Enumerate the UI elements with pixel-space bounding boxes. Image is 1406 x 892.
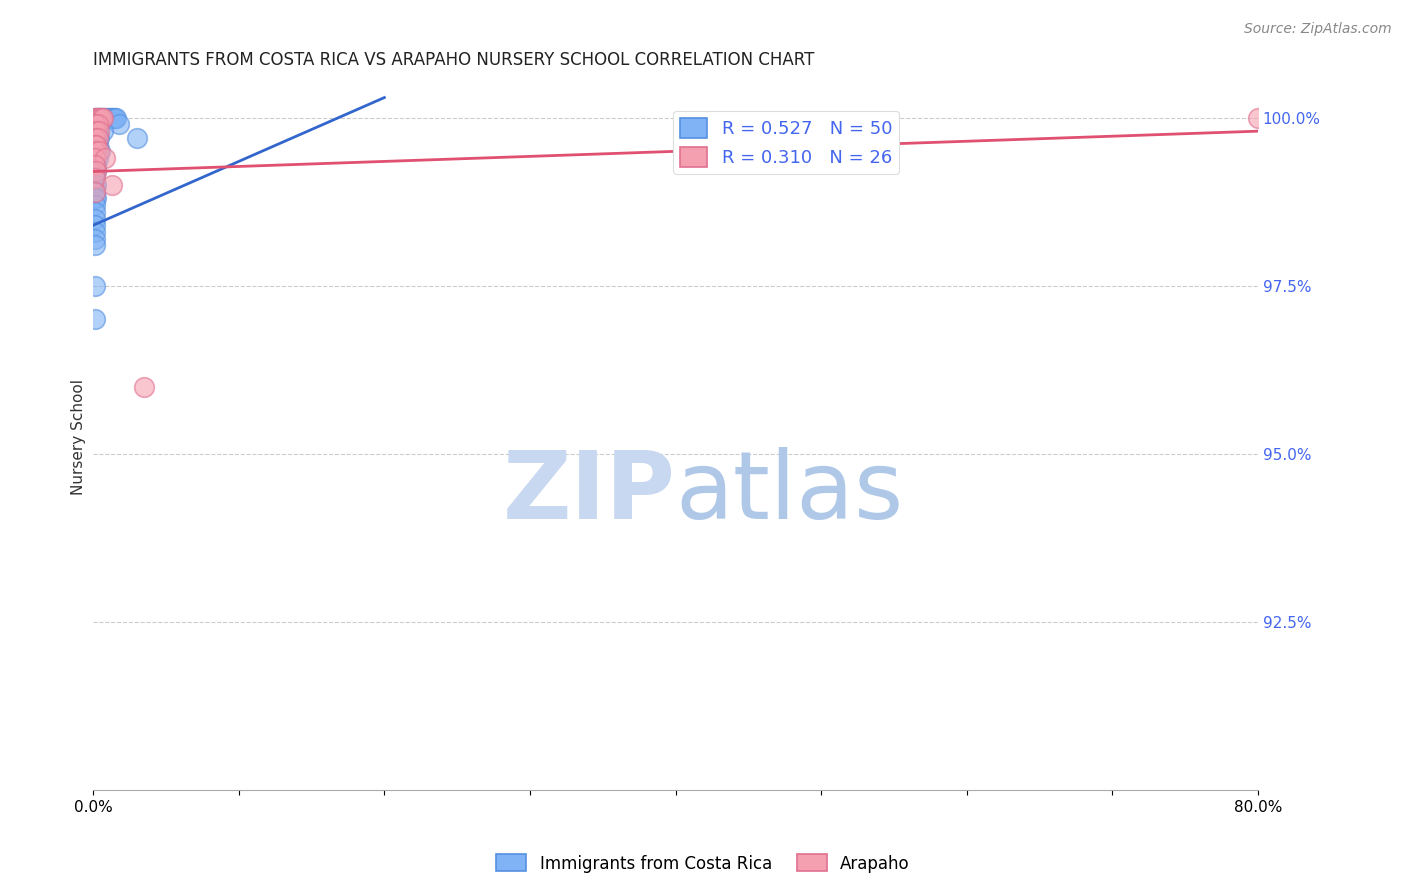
Point: [83, 171, 105, 186]
Point: [84, 178, 107, 192]
Point: [83, 185, 105, 199]
Point: [83, 185, 105, 199]
Point: [83, 191, 105, 205]
Point: [87, 111, 110, 125]
Point: [96, 111, 118, 125]
Point: [97, 111, 120, 125]
Point: [84, 124, 107, 138]
Point: [89, 111, 111, 125]
Point: [83, 137, 105, 152]
Point: [86, 111, 108, 125]
Point: [90, 111, 112, 125]
Text: atlas: atlas: [675, 448, 904, 540]
Point: [84, 131, 107, 145]
Point: [83, 178, 105, 192]
Point: [101, 111, 124, 125]
Point: [83, 145, 105, 159]
Point: [84, 111, 107, 125]
Point: [83, 312, 105, 326]
Point: [83, 158, 105, 172]
Point: [83, 118, 105, 132]
Point: [87, 111, 110, 125]
Point: [108, 118, 131, 132]
Point: [87, 131, 110, 145]
Point: [83, 232, 105, 246]
Point: [83, 219, 105, 233]
Point: [89, 118, 111, 132]
Point: [83, 158, 105, 172]
Point: [86, 111, 108, 125]
Text: ZIP: ZIP: [502, 448, 675, 540]
Point: [84, 164, 107, 178]
Point: [84, 191, 107, 205]
Point: [86, 137, 108, 152]
Point: [83, 151, 105, 165]
Point: [83, 211, 105, 226]
Point: [83, 204, 105, 219]
Point: [84, 145, 107, 159]
Point: [83, 225, 105, 239]
Point: [83, 137, 105, 152]
Point: [100, 111, 122, 125]
Point: [83, 238, 105, 252]
Point: [84, 137, 107, 152]
Point: [87, 145, 110, 159]
Point: [83, 111, 105, 125]
Point: [94, 111, 117, 125]
Point: [84, 164, 107, 178]
Point: [83, 151, 105, 165]
Point: [93, 111, 115, 125]
Text: IMMIGRANTS FROM COSTA RICA VS ARAPAHO NURSERY SCHOOL CORRELATION CHART: IMMIGRANTS FROM COSTA RICA VS ARAPAHO NU…: [93, 51, 814, 69]
Point: [94, 151, 117, 165]
Point: [93, 124, 115, 138]
Point: [84, 118, 107, 132]
Point: [86, 118, 108, 132]
Point: [1247, 111, 1270, 125]
Point: [93, 111, 115, 125]
Point: [83, 198, 105, 212]
Point: [90, 111, 112, 125]
Point: [84, 111, 107, 125]
Point: [83, 278, 105, 293]
Point: [105, 111, 128, 125]
Point: [86, 131, 108, 145]
Point: [86, 151, 108, 165]
Point: [86, 124, 108, 138]
Point: [83, 111, 105, 125]
Point: [103, 111, 125, 125]
Y-axis label: Nursery School: Nursery School: [72, 379, 86, 495]
Point: [87, 124, 110, 138]
Point: [83, 131, 105, 145]
Legend: Immigrants from Costa Rica, Arapaho: Immigrants from Costa Rica, Arapaho: [489, 847, 917, 880]
Text: Source: ZipAtlas.com: Source: ZipAtlas.com: [1244, 22, 1392, 37]
Point: [101, 178, 124, 192]
Point: [89, 145, 111, 159]
Point: [84, 158, 107, 172]
Point: [98, 111, 121, 125]
Point: [83, 124, 105, 138]
Point: [89, 111, 111, 125]
Point: [83, 171, 105, 186]
Point: [134, 379, 156, 393]
Legend: R = 0.527   N = 50, R = 0.310   N = 26: R = 0.527 N = 50, R = 0.310 N = 26: [673, 111, 900, 174]
Point: [125, 131, 148, 145]
Point: [104, 111, 127, 125]
Point: [83, 164, 105, 178]
